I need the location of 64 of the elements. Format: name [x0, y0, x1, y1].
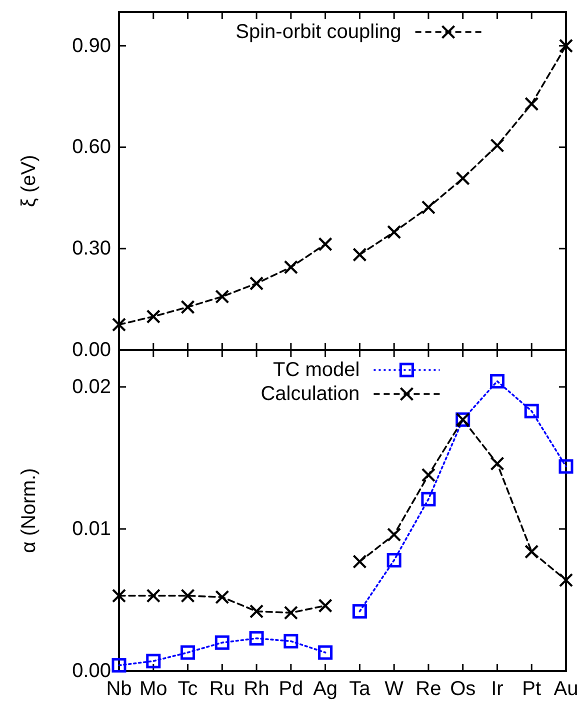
- point: [112, 318, 126, 332]
- x-tick-label: Pt: [522, 678, 542, 700]
- point: [421, 492, 436, 506]
- point: [215, 289, 230, 304]
- x-tick-label: Au: [554, 678, 578, 700]
- point: [284, 260, 298, 274]
- point: [421, 468, 436, 482]
- x-tick-label: Rh: [244, 678, 270, 700]
- x-tick-label: Ru: [209, 678, 235, 700]
- point: [180, 300, 195, 314]
- point: [386, 224, 402, 240]
- point: [421, 200, 436, 214]
- point: [249, 604, 264, 618]
- y-tick-label: 0.90: [72, 34, 111, 57]
- point: [524, 404, 539, 418]
- point: [318, 237, 332, 252]
- point: [284, 634, 298, 648]
- point: [249, 631, 264, 646]
- point: [146, 654, 161, 668]
- y-tick-label: 0.00: [72, 339, 111, 361]
- x-tick-label: Ag: [313, 678, 338, 700]
- point: [558, 459, 574, 474]
- point: [146, 588, 160, 603]
- y-tick-label: 0.02: [72, 376, 111, 398]
- point: [490, 138, 504, 153]
- point: [112, 588, 126, 603]
- point: [214, 635, 230, 650]
- x-tick-label: Mo: [139, 678, 168, 700]
- y-axis-title: ξ (eV): [18, 154, 40, 208]
- x-tick-label: Re: [416, 678, 442, 700]
- point: [524, 544, 539, 559]
- point: [318, 598, 332, 613]
- point: [215, 590, 230, 604]
- point: [386, 552, 402, 568]
- x-tick-label: Ir: [491, 678, 504, 700]
- legend-label: Spin-orbit coupling: [236, 21, 402, 43]
- point: [284, 606, 298, 620]
- point: [490, 456, 504, 471]
- point: [146, 309, 160, 324]
- legend-label: TC model: [272, 359, 360, 381]
- point: [180, 645, 196, 660]
- x-tick-label: Tc: [178, 678, 198, 700]
- point: [318, 645, 333, 660]
- point: [249, 276, 264, 291]
- point: [386, 528, 402, 542]
- y-tick-label: 0.30: [72, 238, 111, 260]
- x-tick-label: W: [384, 678, 404, 700]
- point: [456, 171, 470, 186]
- x-tick-label: Pd: [278, 678, 304, 700]
- point: [558, 38, 574, 53]
- point: [352, 604, 367, 619]
- y-tick-label: 0.60: [72, 136, 111, 158]
- point: [112, 658, 126, 673]
- x-tick-label: Os: [450, 678, 476, 700]
- point: [180, 588, 195, 603]
- legend-label: Calculation: [260, 383, 360, 405]
- x-tick-label: Ta: [349, 678, 372, 700]
- point: [524, 96, 539, 112]
- y-tick-label: 0.01: [72, 518, 111, 540]
- point: [490, 374, 504, 388]
- y-axis-title: α (Norm.): [18, 468, 40, 553]
- point: [352, 248, 367, 262]
- point: [352, 554, 367, 569]
- point: [558, 572, 574, 588]
